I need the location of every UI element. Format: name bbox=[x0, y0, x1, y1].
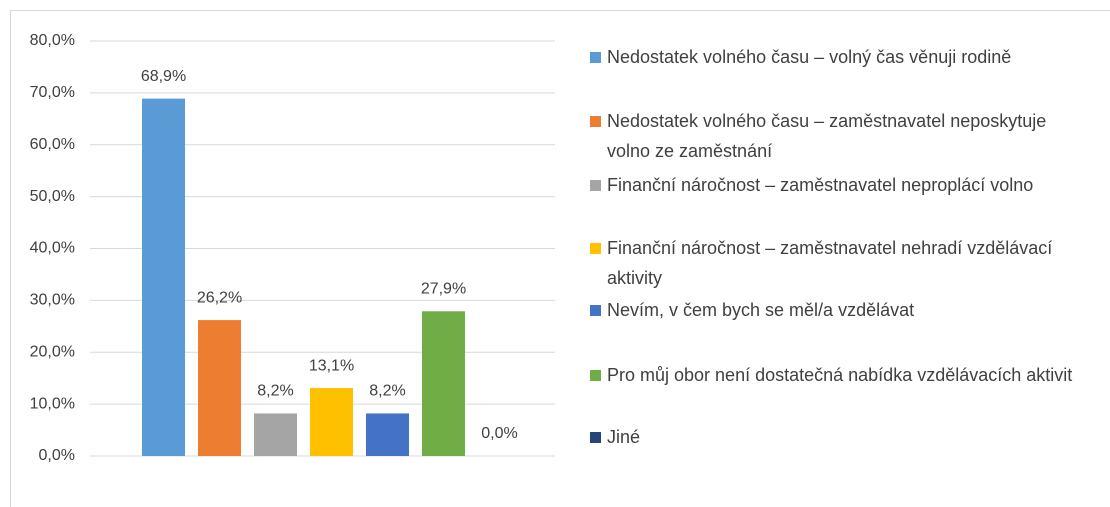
data-label: 68,9% bbox=[141, 68, 186, 85]
legend-label: Finanční náročnost – zaměstnavatel nepro… bbox=[607, 175, 1034, 195]
bar bbox=[310, 388, 353, 456]
legend-swatch bbox=[590, 432, 601, 443]
y-tick-label: 70,0% bbox=[30, 84, 75, 101]
legend-item: Jiné bbox=[590, 422, 1090, 452]
y-tick-label: 60,0% bbox=[30, 136, 75, 153]
y-tick-label: 10,0% bbox=[30, 395, 75, 412]
data-label: 27,9% bbox=[421, 280, 466, 297]
y-tick-label: 50,0% bbox=[30, 188, 75, 205]
bar bbox=[366, 413, 409, 456]
legend-label: Nedostatek volného času – volný čas věnu… bbox=[607, 47, 1012, 67]
y-tick-label: 20,0% bbox=[30, 343, 75, 360]
legend-item: Finanční náročnost – zaměstnavatel nepro… bbox=[590, 170, 1090, 200]
chart-border bbox=[10, 10, 1110, 507]
legend-label: Finanční náročnost – zaměstnavatel nehra… bbox=[607, 238, 1053, 288]
legend-item: Nevím, v čem bych se měl/a vzdělávat bbox=[590, 295, 1090, 325]
legend-label: Nedostatek volného času – zaměstnavatel … bbox=[607, 111, 1047, 161]
data-label: 0,0% bbox=[481, 425, 517, 442]
legend-swatch bbox=[590, 116, 601, 127]
legend-swatch bbox=[590, 180, 601, 191]
data-label: 13,1% bbox=[309, 357, 354, 374]
legend-item: Nedostatek volného času – zaměstnavatel … bbox=[590, 106, 1090, 166]
y-tick-label: 30,0% bbox=[30, 292, 75, 309]
legend-swatch bbox=[590, 305, 601, 316]
legend-swatch bbox=[590, 370, 601, 381]
y-tick-label: 80,0% bbox=[30, 32, 75, 49]
legend-label: Pro můj obor není dostatečná nabídka vzd… bbox=[607, 365, 1073, 385]
legend-item: Nedostatek volného času – volný čas věnu… bbox=[590, 42, 1090, 72]
data-label: 26,2% bbox=[197, 289, 242, 306]
data-label: 8,2% bbox=[257, 383, 293, 400]
data-label: 8,2% bbox=[369, 383, 405, 400]
bar bbox=[198, 320, 241, 456]
legend-swatch bbox=[590, 52, 601, 63]
bar bbox=[422, 311, 465, 456]
legend-label: Jiné bbox=[607, 427, 641, 447]
bar bbox=[142, 98, 185, 457]
legend-swatch bbox=[590, 243, 601, 254]
bar bbox=[254, 413, 297, 456]
y-tick-label: 40,0% bbox=[30, 240, 75, 257]
legend-item: Pro můj obor není dostatečná nabídka vzd… bbox=[590, 360, 1090, 390]
legend-item: Finanční náročnost – zaměstnavatel nehra… bbox=[590, 233, 1090, 293]
y-tick-label: 0,0% bbox=[39, 447, 75, 464]
legend-label: Nevím, v čem bych se měl/a vzdělávat bbox=[607, 300, 915, 320]
